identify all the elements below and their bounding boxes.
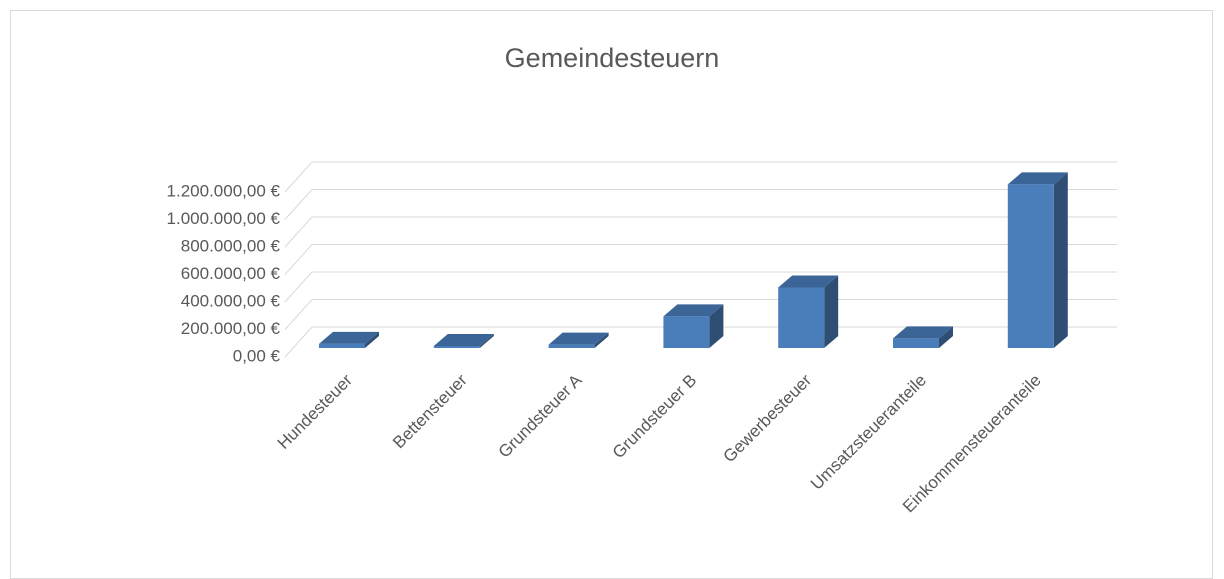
y-tick-label: 800.000,00 € — [181, 236, 281, 255]
y-tick-label: 1.000.000,00 € — [167, 209, 281, 228]
bar-top — [893, 326, 953, 339]
bar-front — [663, 316, 710, 348]
y-tick-label: 400.000,00 € — [181, 291, 281, 310]
y-tick-label: 0,00 € — [233, 346, 281, 365]
grid-line — [284, 326, 1117, 358]
bar-side — [709, 304, 724, 348]
bar-front — [548, 344, 595, 348]
bar — [1007, 172, 1068, 348]
bar-top — [778, 275, 839, 288]
bar-top — [663, 304, 724, 317]
bar-front — [319, 343, 365, 348]
bar — [778, 275, 839, 348]
chart-title: Gemeindesteuern — [505, 43, 720, 73]
bar-front — [893, 338, 939, 348]
grid-line — [284, 189, 1117, 220]
bar-side — [939, 326, 953, 348]
bar — [433, 333, 494, 348]
bar-top — [433, 333, 494, 346]
grid-line — [284, 299, 1117, 330]
bar-side — [1053, 172, 1068, 348]
bar-front — [778, 287, 825, 348]
grid-line — [284, 161, 1117, 193]
grid-line — [284, 216, 1117, 248]
bar-side — [479, 333, 494, 348]
bar — [893, 326, 953, 348]
bar — [663, 304, 724, 348]
y-tick-label: 200.000,00 € — [181, 319, 281, 338]
y-tick-label: 1.200.000,00 € — [167, 181, 281, 200]
grid-line — [284, 244, 1117, 275]
bar-front — [1007, 184, 1054, 348]
bar — [319, 331, 379, 348]
y-tick-label: 600.000,00 € — [181, 264, 281, 283]
bar-top — [548, 332, 609, 345]
bar-side — [824, 275, 839, 348]
bar-top — [319, 331, 379, 344]
bar-side — [365, 331, 379, 348]
bar-front — [433, 345, 480, 348]
grid-line — [284, 271, 1117, 303]
bar-side — [594, 332, 609, 348]
bar-top — [1007, 172, 1068, 185]
bar — [548, 332, 609, 348]
